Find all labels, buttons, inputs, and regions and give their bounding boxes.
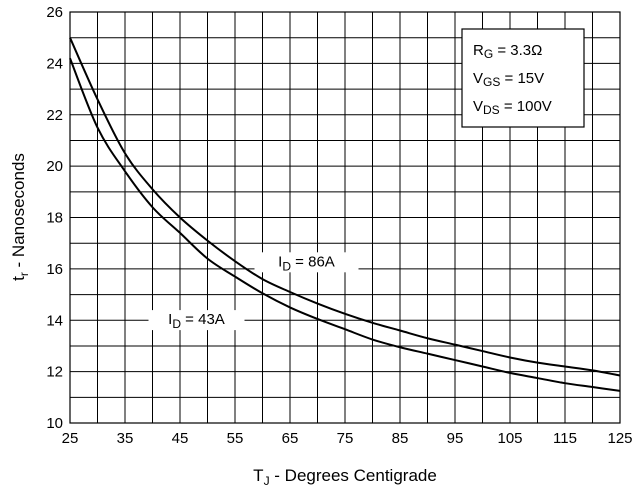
x-tick-label: 65 bbox=[282, 430, 299, 447]
curve-id-43a bbox=[69, 57, 621, 392]
series-label-rest: = 43A bbox=[181, 311, 225, 328]
series-curves bbox=[69, 37, 621, 392]
series-label-background bbox=[254, 252, 359, 273]
y-tick-label: 16 bbox=[46, 261, 63, 278]
series-label-sub: D bbox=[282, 259, 291, 273]
conditions-box-frame bbox=[461, 28, 585, 128]
condition-sub: GS bbox=[483, 75, 500, 89]
y-tick-label: 22 bbox=[46, 107, 63, 124]
series-label-sub: D bbox=[172, 317, 181, 331]
x-tick-label: 75 bbox=[337, 430, 354, 447]
condition-line: RG = 3.3Ω bbox=[473, 42, 542, 61]
series-label-main: I bbox=[278, 253, 282, 270]
condition-rest: = 100V bbox=[500, 98, 552, 115]
y-tick-label: 20 bbox=[46, 158, 63, 175]
x-tick-label: 105 bbox=[497, 430, 522, 447]
x-tick-label: 45 bbox=[172, 430, 189, 447]
y-tick-label: 26 bbox=[46, 4, 63, 21]
x-tick-label: 95 bbox=[447, 430, 464, 447]
condition-rest: = 3.3Ω bbox=[493, 42, 542, 59]
y-tick-labels: 10 12 14 16 18 20 22 24 26 bbox=[46, 4, 63, 432]
y-tick-label: 10 bbox=[46, 415, 63, 432]
x-tick-label: 25 bbox=[62, 430, 79, 447]
x-tick-label: 115 bbox=[553, 430, 577, 447]
curve-id-86a bbox=[69, 37, 621, 377]
series-label-background bbox=[148, 310, 245, 331]
y-axis-title-sub: r bbox=[17, 272, 31, 276]
condition-line: VGS = 15V bbox=[473, 70, 544, 89]
condition-main: V bbox=[473, 70, 483, 87]
x-tick-label: 125 bbox=[607, 430, 632, 447]
x-axis-title-sub: J bbox=[264, 474, 270, 488]
y-axis-title-rest: - Nanoseconds bbox=[9, 153, 28, 272]
condition-sub: DS bbox=[483, 103, 500, 117]
x-axis-title: TJ - Degrees Centigrade bbox=[253, 466, 437, 488]
condition-sub: G bbox=[484, 47, 493, 61]
series-label-rest: = 86A bbox=[291, 253, 335, 270]
x-tick-label: 85 bbox=[392, 430, 409, 447]
label-id-86a: ID = 86A bbox=[278, 253, 335, 273]
condition-main: V bbox=[473, 98, 483, 115]
x-tick-label: 35 bbox=[117, 430, 134, 447]
label-id-43a: ID = 43A bbox=[168, 311, 225, 331]
y-axis-title-main: t bbox=[9, 276, 28, 281]
condition-main: R bbox=[473, 42, 484, 59]
series-label-main: I bbox=[168, 311, 172, 328]
plot-frame bbox=[69, 11, 621, 424]
x-axis-title-main: T bbox=[253, 466, 263, 485]
x-axis-title-rest: - Degrees Centigrade bbox=[270, 466, 437, 485]
x-tick-label: 55 bbox=[227, 430, 244, 447]
y-tick-label: 18 bbox=[46, 210, 63, 227]
y-axis-title: tr - Nanoseconds bbox=[9, 153, 31, 281]
condition-rest: = 15V bbox=[500, 70, 544, 87]
y-tick-label: 24 bbox=[46, 55, 63, 72]
condition-line: VDS = 100V bbox=[473, 98, 552, 117]
x-tick-labels: 25 35 45 55 65 75 85 95 105 115 125 bbox=[62, 430, 633, 447]
y-tick-label: 12 bbox=[46, 364, 63, 381]
y-tick-label: 14 bbox=[46, 312, 63, 329]
